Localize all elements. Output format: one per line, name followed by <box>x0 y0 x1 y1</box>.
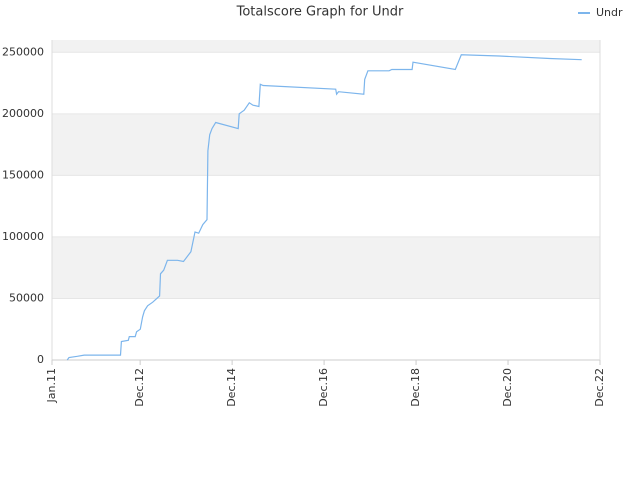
x-tick-label: Jan.11 <box>45 368 58 403</box>
x-tick-label: Dec.22 <box>593 368 606 407</box>
plot-band <box>52 113 600 176</box>
y-tick-label: 50000 <box>9 291 44 304</box>
plot-band <box>52 236 600 299</box>
plot-band <box>52 40 600 53</box>
y-tick-label: 200000 <box>2 107 44 120</box>
x-tick-label: Dec.20 <box>501 368 514 407</box>
y-tick-label: 0 <box>37 353 44 366</box>
x-tick-label: Dec.18 <box>409 368 422 407</box>
y-tick-label: 100000 <box>2 230 44 243</box>
legend-label: Undr <box>596 6 623 19</box>
x-tick-label: Dec.14 <box>225 368 238 407</box>
y-tick-label: 150000 <box>2 168 44 181</box>
series-line <box>66 54 582 361</box>
x-tick-label: Dec.16 <box>317 368 330 407</box>
y-tick-label: 250000 <box>2 45 44 58</box>
chart-title: Totalscore Graph for Undr <box>236 5 404 20</box>
x-tick-label: Dec.12 <box>133 368 146 407</box>
